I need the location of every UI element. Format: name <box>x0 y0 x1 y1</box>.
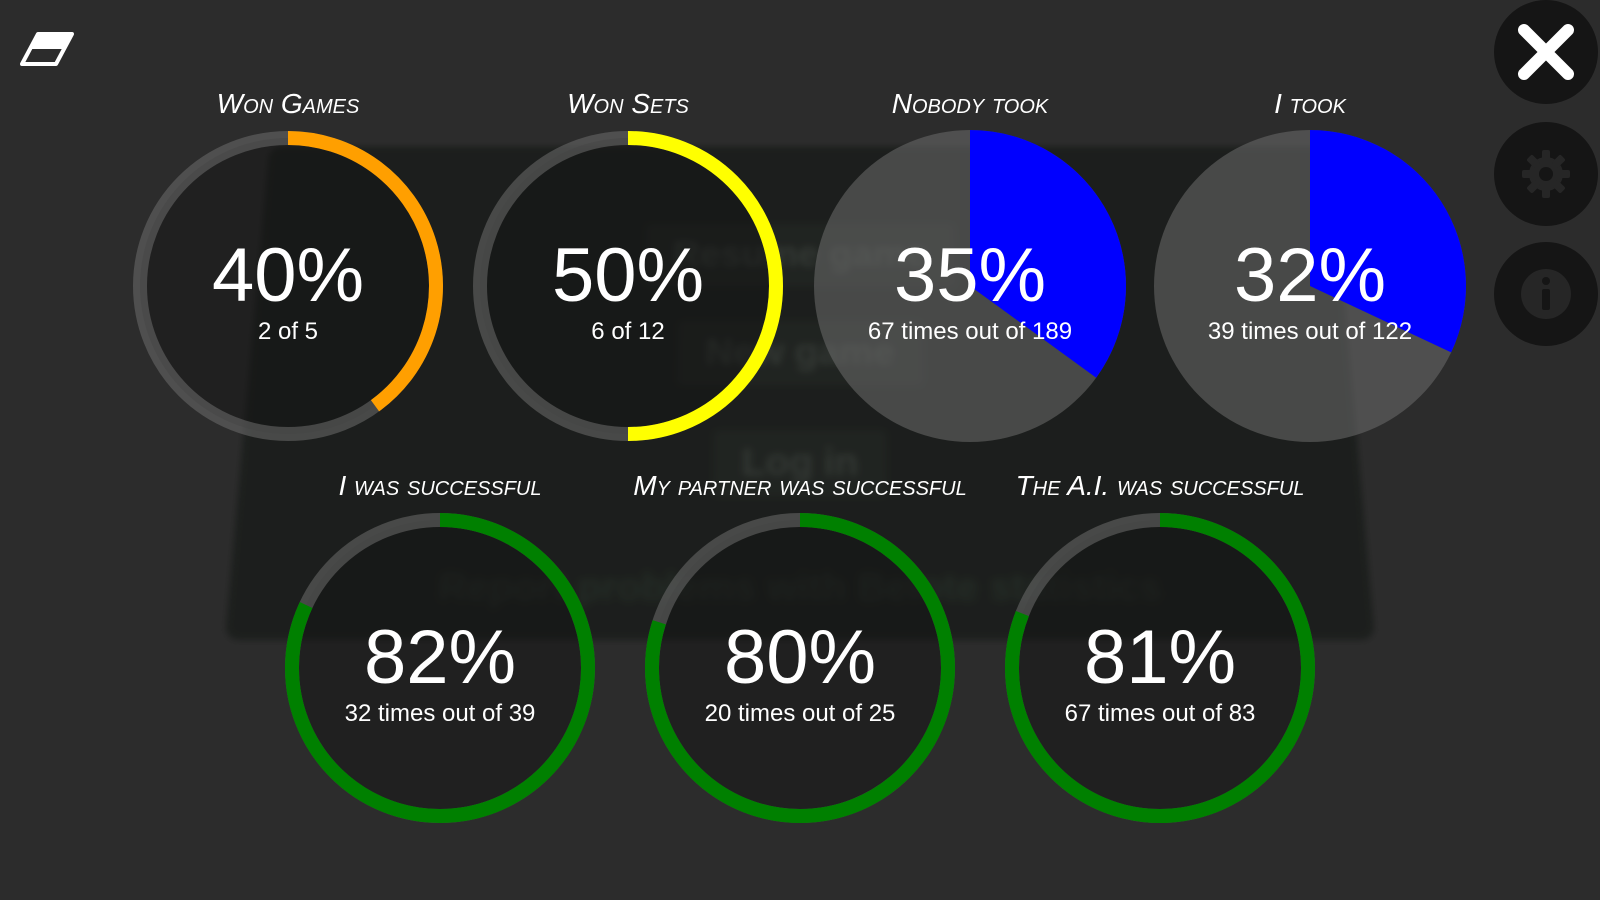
pie-slice <box>1310 130 1466 353</box>
stat-percent: 35% <box>893 233 1047 318</box>
stat-detail: 2 of 5 <box>257 318 319 345</box>
stat-detail: 32 times out of 39 <box>344 700 536 727</box>
close-icon[interactable] <box>1514 20 1578 84</box>
stat-detail: 67 times out of 83 <box>1064 700 1256 727</box>
stat-ai-was-successful: The A.I. was successful 81% 67 times out… <box>980 470 1340 830</box>
ring-progress <box>285 513 595 823</box>
ring-progress <box>1005 513 1315 823</box>
stat-detail: 20 times out of 25 <box>704 700 896 727</box>
pie-slice <box>970 130 1126 378</box>
stat-title: I took <box>1274 88 1346 119</box>
stat-nobody-took: Nobody took 35% 67 times out of 189 <box>810 88 1130 448</box>
close-button-bg[interactable] <box>1494 0 1598 104</box>
pie-gauge <box>814 130 1126 442</box>
stat-percent: 50% <box>551 233 705 318</box>
ring-progress <box>645 513 955 823</box>
ring-gauge <box>473 131 783 441</box>
stat-title: Won Games <box>216 88 360 119</box>
stat-percent: 32% <box>1233 233 1387 318</box>
ring-progress <box>287 131 443 412</box>
settings-button[interactable] <box>1494 122 1598 226</box>
stat-detail: 67 times out of 189 <box>867 318 1073 345</box>
ring-gauge <box>133 131 443 441</box>
ring-gauge <box>1005 513 1315 823</box>
stat-title: I was successful <box>338 470 542 501</box>
stat-title: Won Sets <box>567 88 689 119</box>
ring-progress <box>627 131 783 441</box>
stat-won-sets: Won Sets 50% 6 of 12 <box>468 88 788 448</box>
stat-partner-was-successful: My partner was successful 80% 20 times o… <box>620 470 980 830</box>
stat-title: The A.I. was successful <box>1015 470 1305 501</box>
ring-gauge <box>285 513 595 823</box>
stat-percent: 40% <box>211 233 365 318</box>
stat-percent: 80% <box>723 615 877 700</box>
info-button[interactable] <box>1494 242 1598 346</box>
stat-won-games: Won Games 40% 2 of 5 <box>128 88 448 448</box>
eraser-icon[interactable] <box>20 30 76 70</box>
stat-detail: 39 times out of 122 <box>1207 318 1413 345</box>
stat-title: Nobody took <box>891 88 1049 119</box>
ring-gauge <box>645 513 955 823</box>
stat-i-took: I took 32% 39 times out of 122 <box>1150 88 1470 448</box>
pie-gauge <box>1154 130 1466 442</box>
stat-percent: 81% <box>1083 615 1237 700</box>
stat-detail: 6 of 12 <box>591 318 665 345</box>
info-icon <box>1521 269 1571 319</box>
stat-i-was-successful: I was successful 82% 32 times out of 39 <box>260 470 620 830</box>
stat-percent: 82% <box>363 615 517 700</box>
stat-title: My partner was successful <box>633 470 967 501</box>
gear-icon <box>1522 150 1570 198</box>
